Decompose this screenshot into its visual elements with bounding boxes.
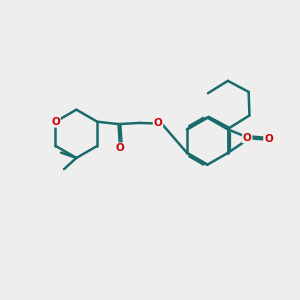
Text: O: O: [264, 134, 273, 144]
Text: O: O: [154, 118, 162, 128]
Text: O: O: [243, 133, 252, 142]
Text: O: O: [51, 117, 60, 127]
Text: O: O: [115, 143, 124, 153]
